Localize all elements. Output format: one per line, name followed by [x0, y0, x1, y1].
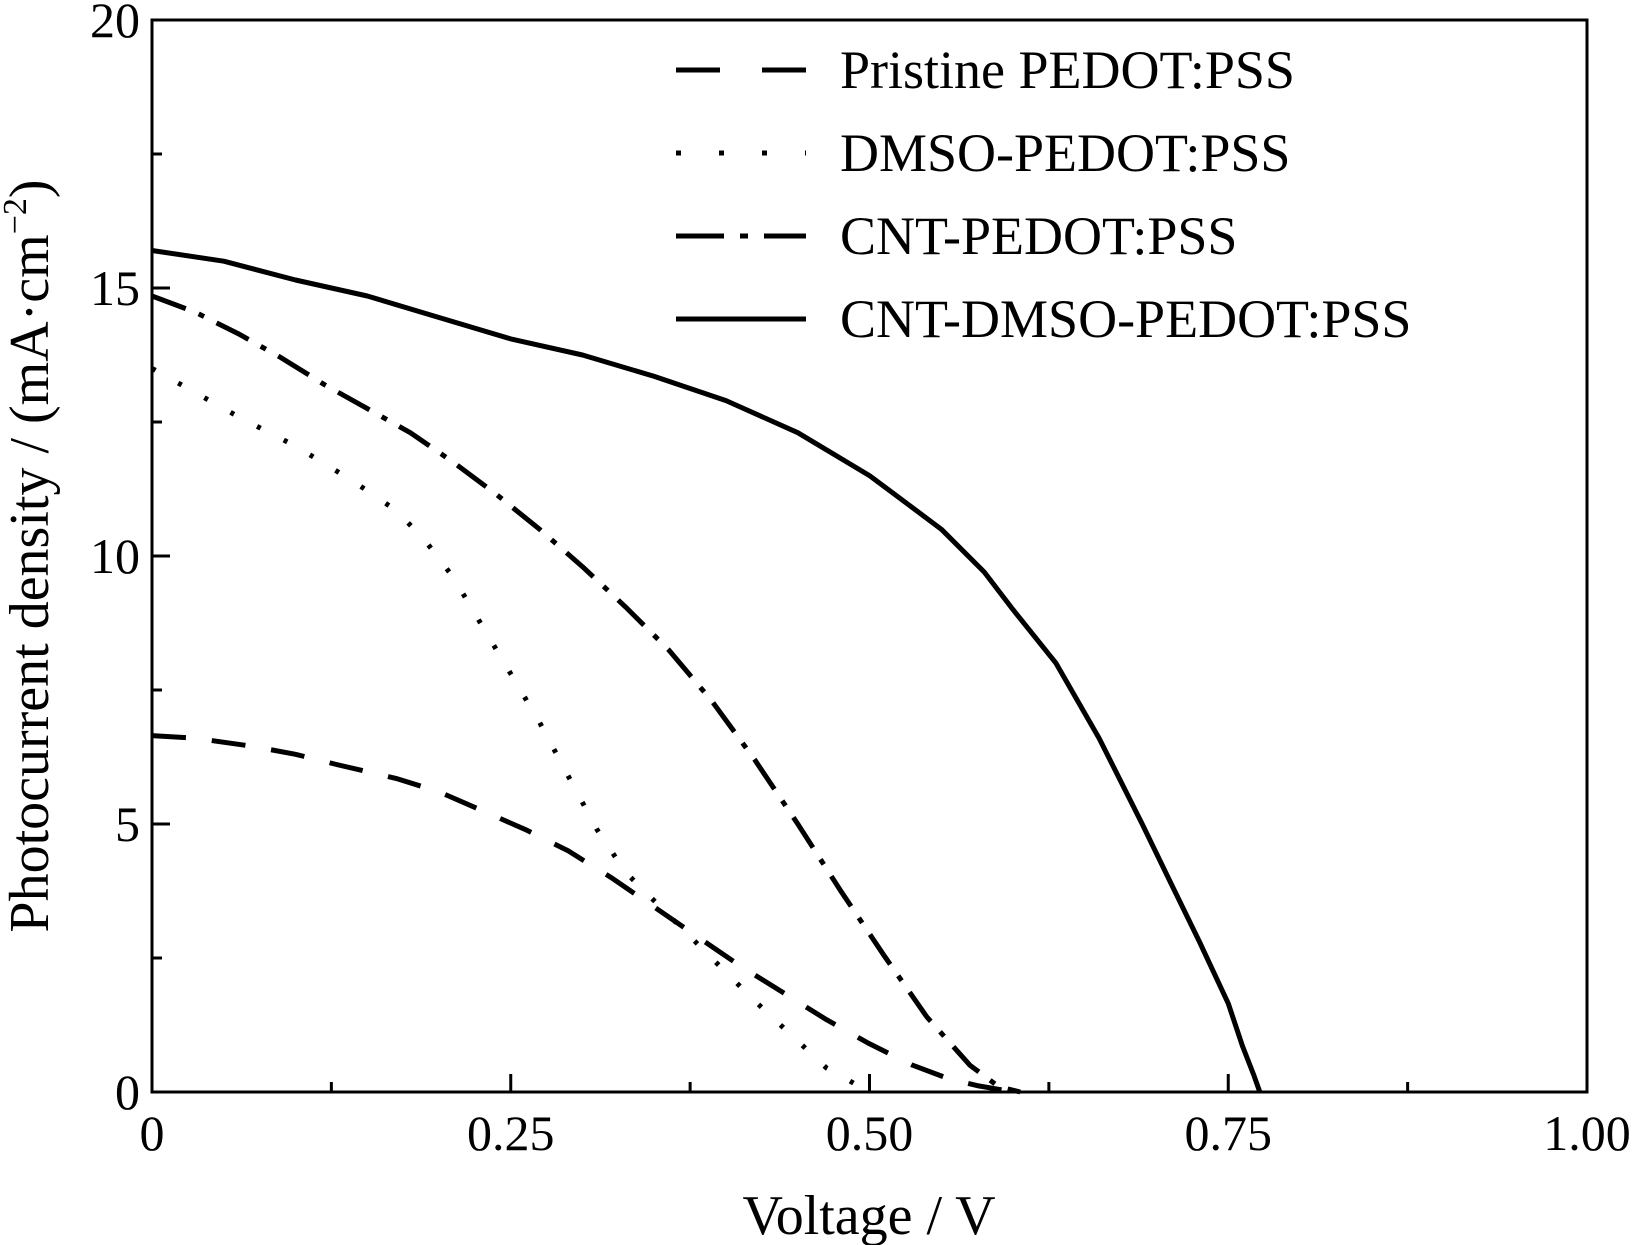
- plot-curves: [150, 248, 1263, 1095]
- x-axis-label: Voltage / V: [742, 1185, 995, 1245]
- y-tick-label: 5: [115, 796, 140, 852]
- axis-ticks: [150, 18, 1589, 1094]
- axis-tick-labels: 0 0.25 0.50 0.75 1.00 0 5 10 15 20: [90, 0, 1631, 1161]
- x-tick-label: 0.25: [467, 1105, 555, 1161]
- legend: Pristine PEDOT:PSS DMSO-PEDOT:PSS CNT-PEDO…: [676, 40, 1411, 349]
- x-tick-label: 0: [140, 1105, 165, 1161]
- y-tick-label: 20: [90, 0, 140, 48]
- legend-label-2: DMSO-PEDOT:PSS: [840, 123, 1290, 183]
- y-axis-label-main: Photocurrent density / (mA·cm: [0, 234, 61, 932]
- legend-label-4: CNT-DMSO-PEDOT:PSS: [840, 289, 1411, 349]
- y-tick-label: 0: [115, 1064, 140, 1120]
- series-line-4: [151, 248, 1263, 1093]
- y-axis-label: Photocurrent density / (mA·cm−2): [0, 179, 61, 932]
- x-tick-label: 1.00: [1543, 1105, 1631, 1161]
- y-tick-label: 10: [90, 528, 140, 584]
- y-tick-label: 15: [90, 260, 140, 316]
- y-axis-label-superscript: −2: [0, 198, 34, 234]
- series-line-1: [151, 733, 1021, 1095]
- legend-label-3: CNT-PEDOT:PSS: [840, 206, 1237, 266]
- series-line-3: [151, 293, 1021, 1095]
- x-tick-label: 0.50: [826, 1105, 914, 1161]
- legend-label-1: Pristine PEDOT:PSS: [840, 40, 1295, 100]
- y-axis-label-close: ): [0, 179, 61, 198]
- x-tick-label: 0.75: [1185, 1105, 1273, 1161]
